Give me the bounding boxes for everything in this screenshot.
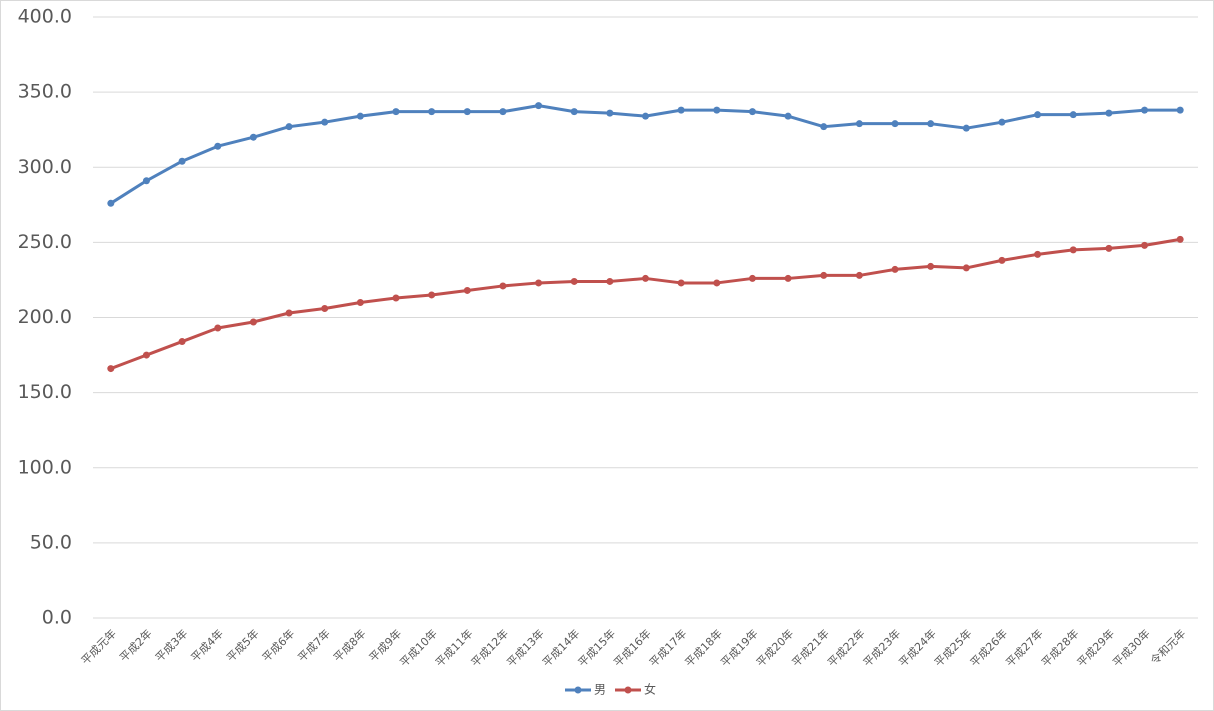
data-point	[178, 338, 186, 346]
legend-label: 男	[594, 683, 606, 697]
data-point	[356, 112, 364, 120]
data-point	[570, 108, 578, 116]
data-point	[570, 277, 578, 285]
data-point	[748, 108, 756, 116]
data-point	[1105, 109, 1113, 117]
data-point	[428, 291, 436, 299]
data-point	[321, 118, 329, 126]
data-point	[214, 142, 222, 150]
data-point	[713, 106, 721, 114]
data-point	[142, 177, 150, 185]
data-point	[784, 274, 792, 282]
data-point	[677, 106, 685, 114]
data-point	[499, 108, 507, 116]
data-point	[1034, 250, 1042, 258]
data-point	[249, 318, 257, 326]
data-point	[820, 123, 828, 131]
y-tick-label: 250.0	[18, 231, 72, 253]
data-point	[392, 294, 400, 302]
data-point	[1034, 111, 1042, 119]
y-tick-label: 200.0	[18, 306, 72, 328]
data-point	[1141, 241, 1149, 249]
data-point	[1069, 246, 1077, 254]
data-point	[927, 120, 935, 128]
legend-label: 女	[644, 682, 656, 697]
data-point	[142, 351, 150, 359]
data-point	[962, 264, 970, 272]
data-point	[1141, 106, 1149, 114]
data-point	[499, 282, 507, 290]
data-point	[713, 279, 721, 287]
data-point	[642, 274, 649, 282]
data-point	[107, 365, 115, 373]
data-point	[178, 157, 186, 165]
data-point	[285, 309, 293, 317]
legend-marker	[624, 686, 632, 694]
data-point	[535, 279, 543, 287]
data-point	[249, 133, 257, 141]
data-point	[784, 112, 792, 120]
data-point	[891, 120, 899, 128]
data-point	[998, 118, 1006, 126]
data-point	[463, 108, 471, 116]
data-point	[285, 123, 293, 131]
y-tick-label: 50.0	[30, 531, 72, 553]
y-tick-label: 0.0	[42, 607, 72, 629]
y-tick-label: 300.0	[18, 156, 72, 178]
data-point	[1105, 244, 1113, 252]
y-tick-label: 350.0	[18, 81, 72, 103]
data-point	[356, 298, 364, 306]
data-point	[748, 274, 756, 282]
data-point	[891, 265, 899, 273]
y-tick-label: 400.0	[18, 6, 72, 28]
data-point	[107, 199, 115, 207]
data-point	[463, 286, 471, 294]
data-point	[392, 108, 400, 116]
data-point	[820, 271, 828, 279]
data-point	[998, 256, 1006, 264]
data-point	[927, 262, 935, 270]
data-point	[606, 109, 614, 117]
data-point	[677, 279, 685, 287]
y-tick-label: 100.0	[18, 456, 72, 478]
data-point	[855, 120, 863, 128]
data-point	[855, 271, 863, 279]
data-point	[214, 324, 222, 332]
data-point	[321, 304, 329, 312]
data-point	[1069, 111, 1077, 119]
data-point	[606, 277, 614, 285]
legend-marker	[574, 686, 582, 694]
data-point	[535, 102, 543, 110]
data-point	[428, 108, 436, 116]
data-point	[1176, 106, 1184, 114]
data-point	[962, 124, 970, 132]
y-tick-label: 150.0	[18, 381, 72, 403]
data-point	[1176, 235, 1184, 243]
data-point	[642, 112, 649, 120]
